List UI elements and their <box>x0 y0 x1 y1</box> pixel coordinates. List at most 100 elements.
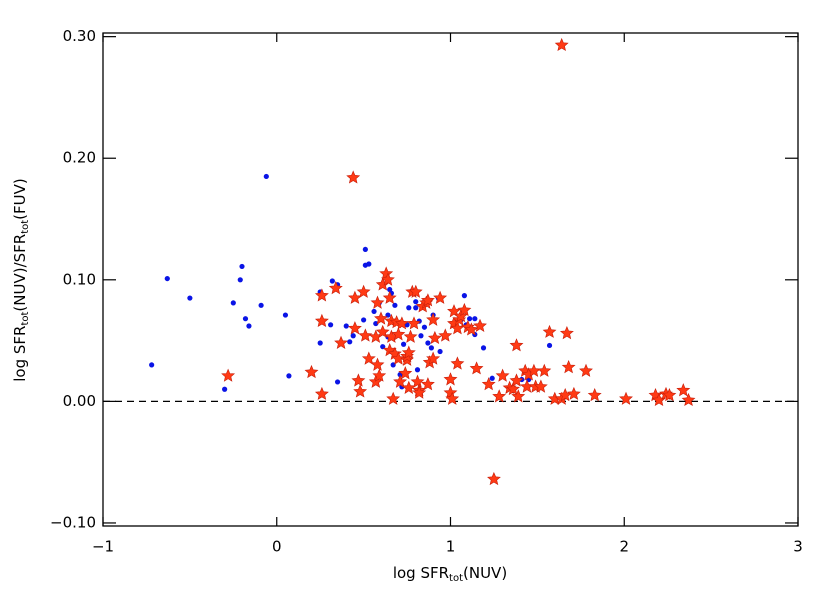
star-point <box>370 295 385 309</box>
star-point <box>391 351 406 365</box>
star-point <box>221 368 236 382</box>
star-point <box>420 377 435 391</box>
star-point <box>361 351 376 365</box>
y-tick-label: −0.10 <box>50 513 96 531</box>
star-point <box>398 366 413 380</box>
dot-point <box>350 333 356 339</box>
star-point <box>375 324 390 338</box>
star-point <box>487 471 501 486</box>
dot-point <box>406 305 412 311</box>
star-point <box>676 383 691 397</box>
star-point <box>381 272 395 286</box>
star-point <box>566 386 581 400</box>
dot-point <box>222 386 228 392</box>
star-point <box>374 311 388 325</box>
star-point <box>561 360 576 374</box>
star-point <box>394 316 409 330</box>
dot-point <box>329 278 335 284</box>
dot-point <box>317 340 323 346</box>
star-point <box>346 170 361 184</box>
dot-point <box>421 324 428 330</box>
star-point <box>370 357 385 371</box>
dot-point <box>546 342 553 349</box>
dot-point <box>347 339 353 345</box>
dot-point <box>413 305 419 311</box>
dot-point <box>282 312 289 318</box>
y-tick-label: 0.30 <box>63 27 96 45</box>
dot-point <box>392 302 398 308</box>
star-point <box>351 373 366 387</box>
star-point <box>443 372 458 386</box>
dot-point <box>239 263 245 270</box>
star-point <box>407 316 421 330</box>
star-point <box>450 356 465 370</box>
plot-frame <box>102 32 799 527</box>
star-point <box>427 330 442 345</box>
star-point <box>393 374 408 388</box>
x-axis-label: log SFRtot(NUV) <box>393 564 507 585</box>
label-subscript: tot <box>20 220 31 234</box>
dot-point <box>361 317 367 323</box>
dot-point <box>373 320 379 327</box>
dot-point <box>425 340 431 346</box>
dot-point <box>258 302 264 308</box>
y-tick-label: 0.10 <box>63 270 96 288</box>
dot-point <box>489 375 495 381</box>
star-point <box>408 284 423 298</box>
star-point <box>559 326 574 340</box>
star-point <box>481 377 496 391</box>
dot-point <box>400 341 407 347</box>
star-point <box>511 389 526 403</box>
dot-point <box>237 277 243 283</box>
star-point <box>403 329 418 343</box>
star-point <box>681 392 696 407</box>
star-point <box>382 290 397 304</box>
star-point <box>509 338 524 352</box>
dot-point <box>418 333 424 339</box>
star-point <box>450 321 465 335</box>
dot-point <box>263 173 269 180</box>
dot-point <box>437 348 443 355</box>
star-point <box>509 373 524 387</box>
dot-point <box>362 246 368 253</box>
star-point <box>358 328 373 342</box>
star-point <box>495 368 510 382</box>
star-point <box>473 318 487 332</box>
star-point <box>445 391 460 405</box>
star-point <box>537 363 552 377</box>
star-point <box>619 391 633 405</box>
star-point <box>314 386 329 400</box>
star-point <box>433 290 448 304</box>
star-point <box>412 385 427 399</box>
star-point <box>533 379 548 393</box>
dot-point <box>343 323 349 329</box>
star-point <box>304 364 319 379</box>
y-tick-label: 0.00 <box>63 392 96 410</box>
star-point <box>426 351 441 365</box>
dot-point <box>187 295 193 301</box>
star-point <box>464 322 479 336</box>
x-tick-label: −1 <box>92 538 114 556</box>
x-tick-label: 0 <box>272 538 282 556</box>
star-point <box>447 304 461 318</box>
dot-point <box>371 308 377 315</box>
dot-point <box>428 345 434 351</box>
dot-point <box>467 316 473 322</box>
dot-point <box>366 261 372 267</box>
dot-point <box>286 373 292 379</box>
dot-point <box>414 367 421 373</box>
dot-point <box>230 300 236 306</box>
star-point <box>579 363 593 377</box>
star-point <box>401 380 416 394</box>
star-point <box>356 284 371 298</box>
x-tick-label: 3 <box>793 538 803 556</box>
x-tick-label: 1 <box>446 538 456 556</box>
dot-point <box>242 316 249 322</box>
star-point <box>662 388 677 402</box>
star-point <box>348 321 362 335</box>
label-text: log SFR <box>393 564 449 582</box>
star-point <box>492 389 507 403</box>
y-tick-label: 0.20 <box>63 149 96 167</box>
star-point <box>372 368 387 382</box>
